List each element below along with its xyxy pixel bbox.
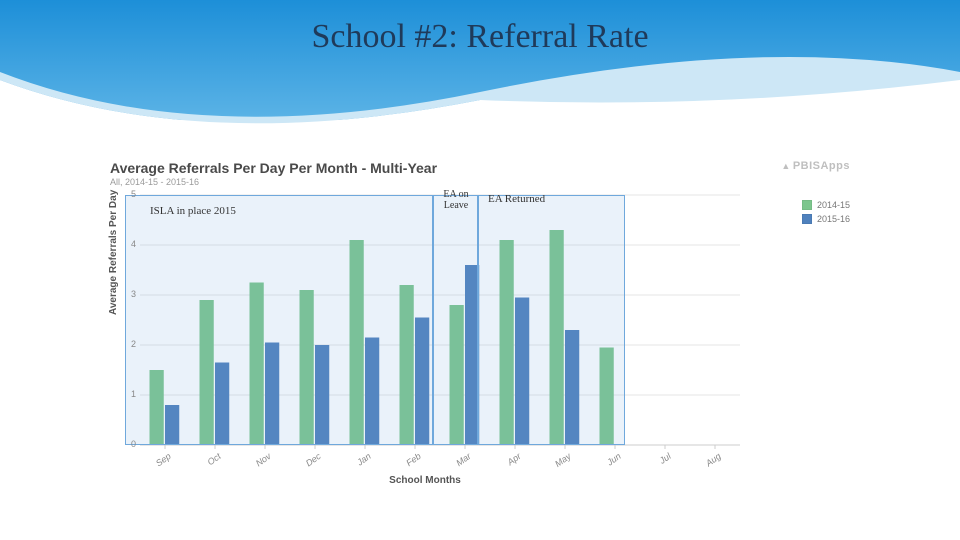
- legend-label-0: 2014-15: [817, 200, 850, 210]
- y-tick: 1: [122, 390, 136, 399]
- y-tick: 0: [122, 440, 136, 449]
- chart-container: Average Referrals Per Day Per Month - Mu…: [110, 160, 850, 500]
- slide-header: School #2: Referral Rate: [0, 0, 960, 130]
- y-axis-label: Average Referrals Per Day: [108, 190, 119, 315]
- bar: [250, 283, 264, 446]
- y-tick: 5: [122, 190, 136, 199]
- bar: [165, 405, 179, 445]
- y-tick: 4: [122, 240, 136, 249]
- annot-isla: ISLA in place 2015: [150, 205, 236, 217]
- slide-title: School #2: Referral Rate: [0, 18, 960, 56]
- legend-item: 2015-16: [802, 214, 850, 224]
- legend-swatch-1: [802, 214, 812, 224]
- bar: [300, 290, 314, 445]
- chart-legend: 2014-15 2015-16: [802, 200, 850, 228]
- annot-ea-returned: EA Returned: [488, 193, 545, 205]
- bar: [465, 265, 479, 445]
- y-tick: 2: [122, 340, 136, 349]
- bar: [400, 285, 414, 445]
- bar: [265, 343, 279, 446]
- bar-chart-svg: [140, 195, 740, 445]
- chart-title: Average Referrals Per Day Per Month - Mu…: [110, 160, 850, 176]
- bar: [600, 348, 614, 446]
- chart-subtitle: All, 2014-15 - 2015-16: [110, 177, 850, 187]
- legend-swatch-0: [802, 200, 812, 210]
- bar: [565, 330, 579, 445]
- bar: [515, 298, 529, 446]
- legend-item: 2014-15: [802, 200, 850, 210]
- legend-label-1: 2015-16: [817, 214, 850, 224]
- bar: [350, 240, 364, 445]
- bar: [365, 338, 379, 446]
- bar: [150, 370, 164, 445]
- bar: [550, 230, 564, 445]
- bar: [500, 240, 514, 445]
- y-tick: 3: [122, 290, 136, 299]
- bar: [215, 363, 229, 446]
- x-axis-label: School Months: [110, 475, 740, 518]
- bar: [450, 305, 464, 445]
- bar: [315, 345, 329, 445]
- pbis-logo: PBISApps: [781, 160, 850, 172]
- bar: [415, 318, 429, 446]
- bar: [200, 300, 214, 445]
- chart-plot-area: SepOctNovDecJanFebMarAprMayJunJulAug 012…: [140, 195, 740, 445]
- annot-ea-leave: EA on Leave: [434, 189, 478, 211]
